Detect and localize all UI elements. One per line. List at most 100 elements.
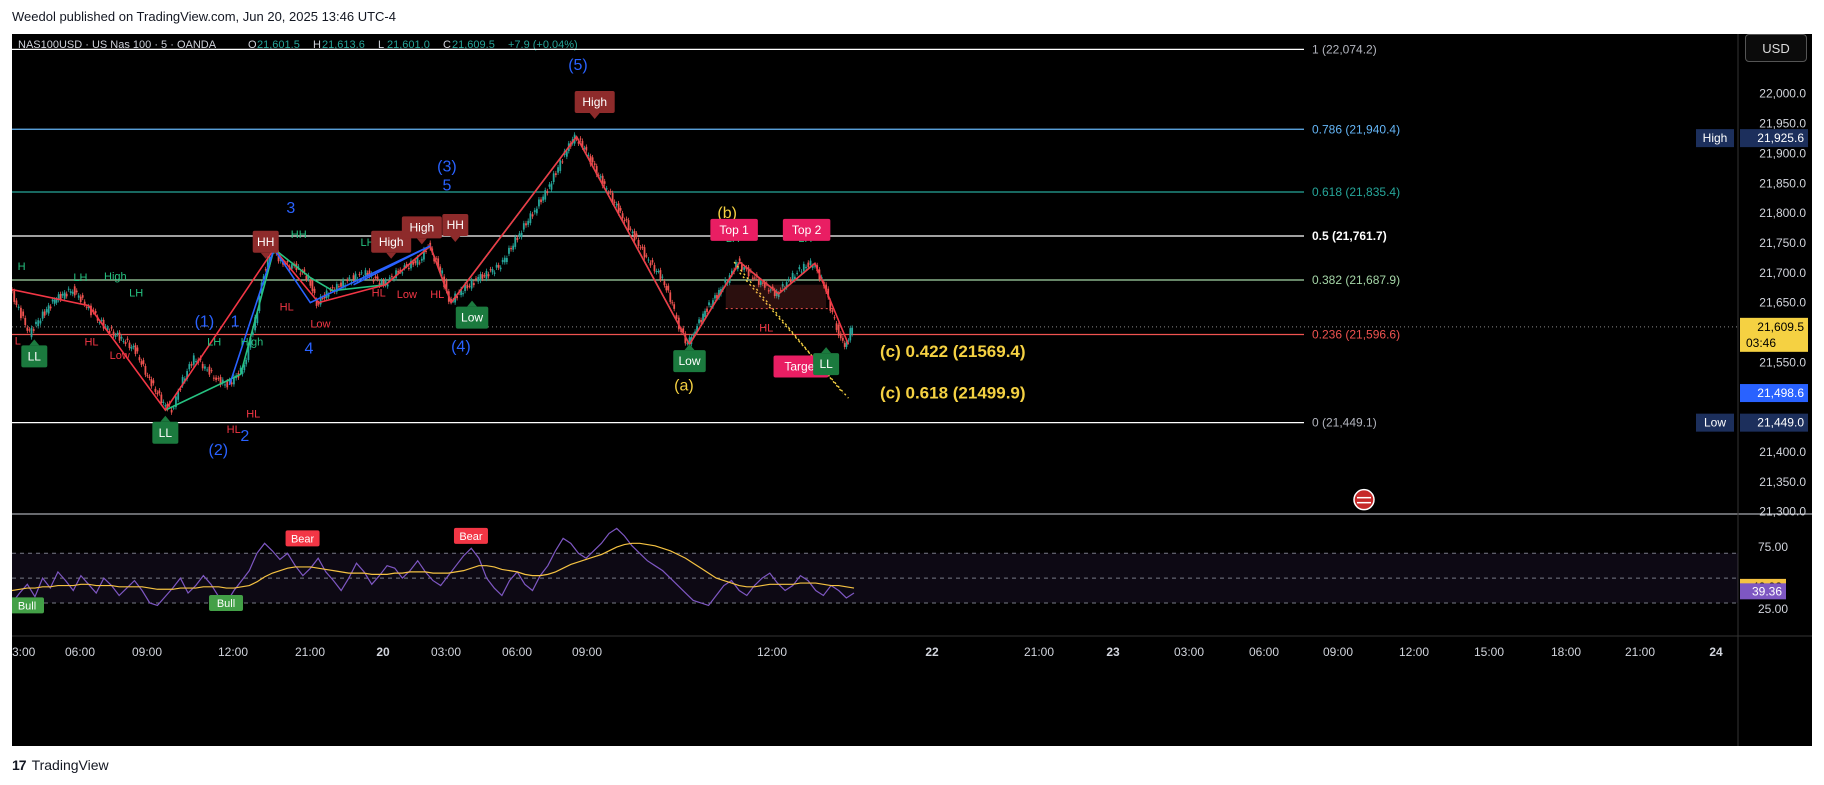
flag-circle — [1353, 488, 1375, 511]
candle-body — [684, 333, 687, 344]
candle-body — [331, 287, 334, 289]
low-price-badge: Low 21,449.0 — [1696, 413, 1808, 432]
candle-body — [577, 141, 580, 144]
candle-body — [118, 332, 121, 341]
candle-body — [710, 305, 712, 308]
candle-body — [172, 407, 175, 409]
tradingview-footer[interactable]: 17 TradingView — [12, 757, 109, 773]
candle-body — [613, 201, 616, 203]
rsi-label-box — [12, 597, 44, 614]
candle-body — [124, 341, 127, 344]
candle-body — [164, 405, 167, 407]
badge-value-box — [1740, 129, 1808, 148]
candle-body — [738, 258, 741, 262]
candle-body — [843, 343, 846, 347]
rsi-label-text: Bull — [217, 598, 235, 610]
badge-text: Low — [678, 354, 700, 368]
target-annotation: (c) 0.422 (21569.4) — [880, 342, 1026, 361]
candle-body — [162, 401, 165, 403]
high-price-badge: High 21,925.6 — [1696, 129, 1808, 148]
candle-body — [724, 279, 727, 283]
candle-body — [805, 266, 807, 269]
time-tick: 18:00 — [1551, 645, 1581, 659]
time-tick: 03:00 — [431, 645, 461, 659]
chart-canvas[interactable]: NAS100USD · US Nas 100 · 5 · OANDA O 21,60… — [12, 34, 1812, 746]
candle-body — [378, 283, 381, 286]
candle-body — [527, 220, 530, 225]
candle-body — [407, 267, 410, 269]
candle-body — [399, 269, 402, 272]
candle-body — [645, 255, 648, 257]
candle-body — [210, 370, 213, 372]
candle-body — [43, 311, 46, 316]
candle-body — [464, 284, 466, 291]
current-price-box — [1740, 317, 1808, 352]
candle-body — [557, 167, 559, 173]
candle-body — [230, 382, 233, 385]
candle-body — [849, 328, 852, 341]
candle-body — [554, 173, 557, 176]
chart-panel[interactable]: NAS100USD · US Nas 100 · 5 · OANDA O 21,60… — [12, 34, 1812, 746]
badge-pointer — [416, 238, 427, 245]
current-price-value: 21,609.5 — [1757, 320, 1804, 334]
candle-body — [659, 270, 662, 280]
candle-body — [599, 176, 602, 178]
candle-body — [561, 161, 564, 163]
candle-body — [284, 263, 287, 265]
candle-body — [144, 366, 147, 375]
candle-body — [505, 257, 508, 262]
candle-body — [601, 175, 604, 186]
candle-body — [192, 355, 195, 365]
badge-box — [782, 218, 831, 241]
candle-body — [239, 367, 242, 372]
currency-button[interactable]: USD — [1745, 34, 1807, 62]
candle-body — [110, 327, 113, 329]
candle-body — [150, 379, 153, 387]
candle-body — [215, 377, 217, 380]
candle-body — [631, 231, 634, 233]
candle-body — [468, 285, 471, 287]
badge-pointer — [29, 339, 40, 346]
candle-body — [529, 213, 532, 223]
candle-body — [435, 258, 438, 260]
candle-body — [531, 214, 534, 217]
candle-body — [751, 277, 754, 279]
candle-body — [188, 364, 191, 370]
structure-label: Low — [310, 319, 330, 331]
badge-pointer — [260, 252, 271, 259]
candle-body — [233, 376, 235, 385]
candle-body — [743, 267, 746, 270]
candle-body — [83, 301, 86, 305]
candle-body — [688, 337, 691, 345]
candle-body — [479, 274, 482, 281]
badge-pink: Top 2 — [782, 218, 831, 241]
candle-body — [761, 282, 764, 284]
time-tick: 21:00 — [1024, 645, 1054, 659]
badge-red: HH — [442, 214, 469, 243]
candle-body — [87, 306, 90, 309]
candle-body — [45, 309, 48, 313]
badge-box — [21, 345, 48, 368]
wave-label: 5 — [442, 177, 451, 194]
candle-body — [186, 371, 188, 379]
candle-body — [609, 191, 612, 193]
candle-body — [581, 140, 584, 148]
candle-body — [512, 245, 515, 250]
candle-body — [637, 240, 640, 247]
badge-label-box — [1696, 413, 1734, 432]
badge-value-text: 21,449.0 — [1757, 416, 1804, 430]
candle-body — [73, 286, 76, 296]
candle-body — [798, 267, 801, 270]
candle-body — [712, 300, 714, 307]
rsi-band — [12, 553, 1738, 603]
ohlc-label: O — [248, 39, 257, 51]
candle-body — [651, 260, 654, 263]
candle-body — [401, 272, 404, 274]
candle-body — [533, 210, 536, 213]
candle-body — [665, 286, 668, 291]
fib-label-0.618: 0.618 (21,835.4) — [1312, 185, 1400, 199]
candle-body — [130, 347, 133, 349]
wave-label: (5) — [568, 57, 588, 74]
candle-body — [140, 361, 143, 365]
candle-body — [702, 313, 704, 322]
